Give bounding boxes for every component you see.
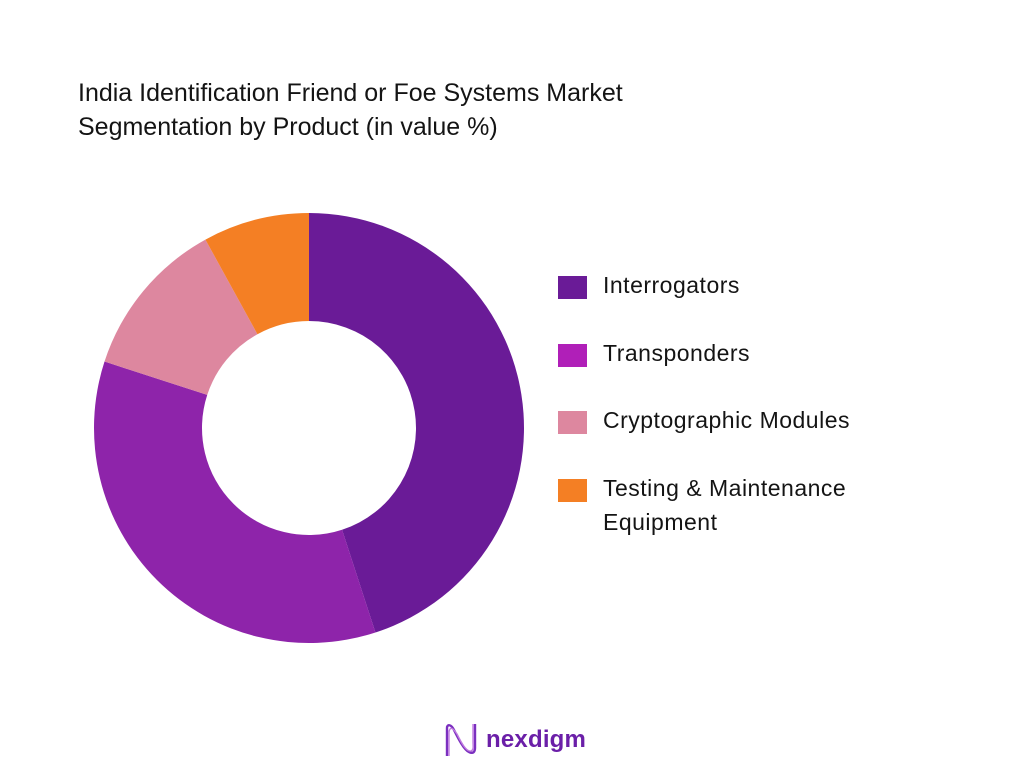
legend-item-transponders: Transponders	[558, 336, 903, 370]
legend-item-interrogators: Interrogators	[558, 268, 903, 302]
chart-title: India Identification Friend or Foe Syste…	[78, 76, 798, 144]
legend-label: Testing & Maintenance Equipment	[603, 475, 847, 535]
legend-item-cryptographic-modules: Cryptographic Modules	[558, 403, 903, 437]
legend-swatch	[558, 411, 587, 434]
legend-swatch	[558, 479, 587, 502]
donut-slice-testing-maintenance-equipment	[205, 213, 309, 335]
legend-swatch	[558, 276, 587, 299]
brand-name: nexdigm	[486, 726, 587, 753]
donut-slice-cryptographic-modules	[104, 239, 258, 395]
nexdigm-wave-icon	[445, 724, 477, 756]
legend-label: Cryptographic Modules	[603, 407, 851, 433]
legend-label: Transponders	[603, 340, 751, 366]
donut-slice-transponders	[93, 361, 376, 643]
legend-label: Interrogators	[603, 272, 740, 298]
legend-swatch	[558, 344, 587, 367]
donut-slice-interrogators	[309, 212, 525, 633]
nexdigm-logo: nexdigm	[444, 722, 586, 758]
donut-slices	[93, 212, 525, 643]
chart-title-line-2: Segmentation by Product (in value %)	[78, 113, 498, 141]
chart-title-line-1: India Identification Friend or Foe Syste…	[78, 79, 623, 107]
legend-item-testing-maintenance: Testing & Maintenance Equipment	[558, 471, 903, 539]
